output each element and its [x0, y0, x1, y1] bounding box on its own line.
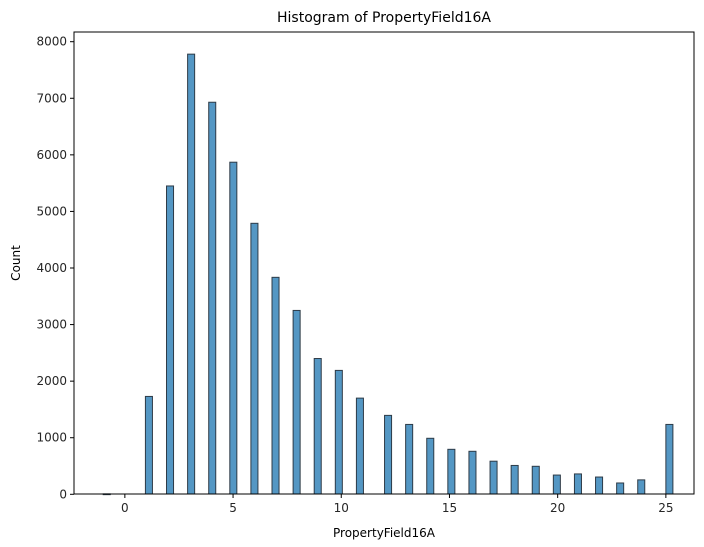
histogram-bar — [292, 309, 301, 495]
x-axis-ticks: 0 5 10 15 20 25 — [121, 494, 674, 515]
histogram-bar — [313, 358, 322, 495]
histogram-bar — [384, 414, 393, 495]
x-tick-label: 25 — [658, 501, 673, 515]
histogram-bar — [552, 474, 561, 495]
histogram-bar — [355, 397, 364, 495]
histogram-bar — [531, 465, 540, 495]
y-axis-ticks: 0 1000 2000 3000 4000 5000 6000 7000 8000 — [36, 35, 74, 501]
histogram-bar — [447, 448, 456, 495]
histogram-bar — [144, 395, 153, 495]
histogram-bar — [426, 437, 435, 495]
histogram-bar — [573, 473, 582, 495]
x-tick-label: 0 — [121, 501, 129, 515]
y-tick-label: 4000 — [36, 261, 67, 275]
histogram-bar — [637, 479, 646, 495]
histogram-bars — [102, 53, 674, 496]
histogram-bar — [510, 464, 519, 495]
y-tick-label: 7000 — [36, 91, 67, 105]
x-tick-label: 15 — [442, 501, 457, 515]
y-axis-label: Count — [9, 245, 23, 281]
histogram-bar — [405, 423, 414, 495]
histogram-bar — [250, 222, 259, 495]
histogram-bar — [616, 482, 625, 495]
histogram-bar — [595, 476, 604, 495]
x-axis-label: PropertyField16A — [333, 526, 436, 540]
x-tick-label: 10 — [334, 501, 349, 515]
histogram-bar — [665, 423, 674, 495]
histogram-bar — [334, 369, 343, 495]
histogram-bar — [489, 460, 498, 495]
y-tick-label: 3000 — [36, 318, 67, 332]
y-tick-label: 8000 — [36, 35, 67, 49]
chart-title: Histogram of PropertyField16A — [277, 10, 491, 26]
histogram-bar — [187, 53, 196, 495]
histogram-bar — [208, 101, 217, 495]
histogram-bar — [166, 185, 175, 495]
y-tick-label: 1000 — [36, 431, 67, 445]
y-tick-label: 2000 — [36, 374, 67, 388]
y-tick-label: 5000 — [36, 204, 67, 218]
y-tick-label: 0 — [59, 487, 67, 501]
plot-frame — [73, 31, 695, 495]
x-tick-label: 5 — [229, 501, 237, 515]
histogram-bar — [468, 450, 477, 495]
y-tick-label: 6000 — [36, 148, 67, 162]
histogram-bar — [271, 276, 280, 495]
histogram-bar — [229, 161, 238, 495]
x-tick-label: 20 — [550, 501, 565, 515]
